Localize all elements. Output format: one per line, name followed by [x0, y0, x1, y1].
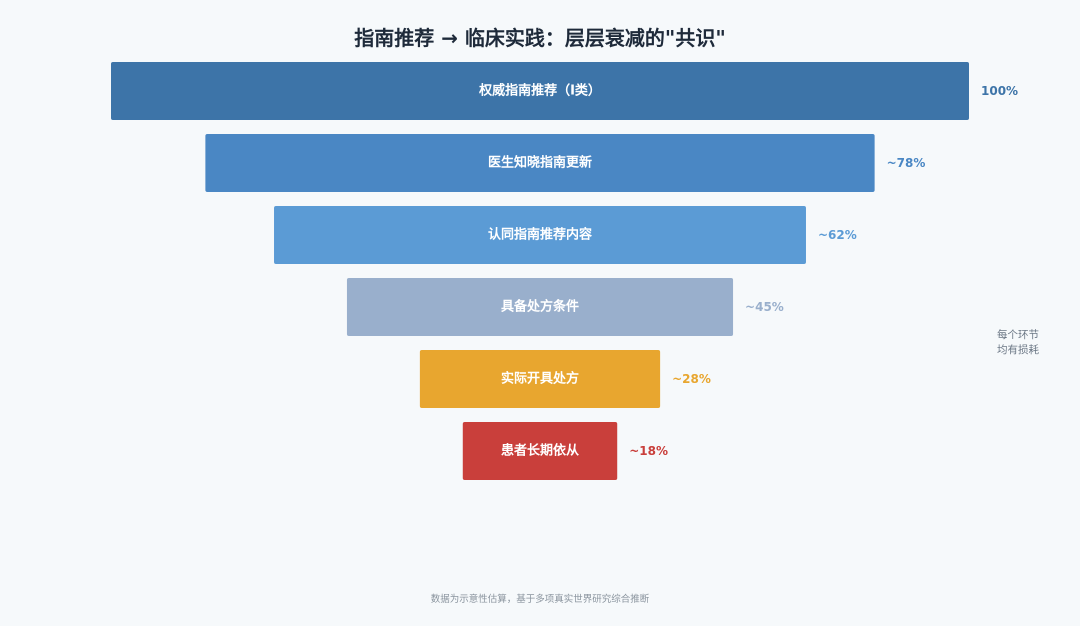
value-label-1: 100%	[981, 84, 1018, 98]
bar-label-6: 患者长期依从	[501, 443, 579, 459]
bar-label-5: 实际开具处方	[501, 371, 579, 387]
value-label-4: ~45%	[745, 300, 784, 314]
footnote: 数据为示意性估算，基于多项真实世界研究综合推断	[430, 594, 650, 605]
value-label-2: ~78%	[887, 156, 926, 170]
funnel-bar-6	[462, 422, 618, 480]
side-note: 每个环节 均有损耗	[978, 328, 1058, 358]
value-label-6: ~18%	[629, 444, 668, 458]
funnel-bar-1	[111, 62, 969, 120]
funnel-bar-3	[274, 206, 806, 264]
value-label-5: ~28%	[672, 372, 711, 386]
bar-label-4: 具备处方条件	[501, 299, 579, 315]
bar-label-3: 认同指南推荐内容	[488, 227, 592, 243]
bar-label-2: 医生知晓指南更新	[488, 155, 592, 171]
bar-label-1: 权威指南推荐（I类）	[478, 83, 601, 99]
chart-title: 指南推荐 → 临床实践：层层衰减的"共识"	[354, 26, 726, 50]
value-label-3: ~62%	[818, 228, 857, 242]
side-note-line-2: 均有损耗	[997, 344, 1039, 356]
funnel-bar-2	[205, 134, 875, 192]
side-note-line-1: 每个环节	[997, 329, 1039, 341]
funnel-bar-4	[346, 278, 734, 336]
funnel-bar-5	[419, 350, 661, 408]
